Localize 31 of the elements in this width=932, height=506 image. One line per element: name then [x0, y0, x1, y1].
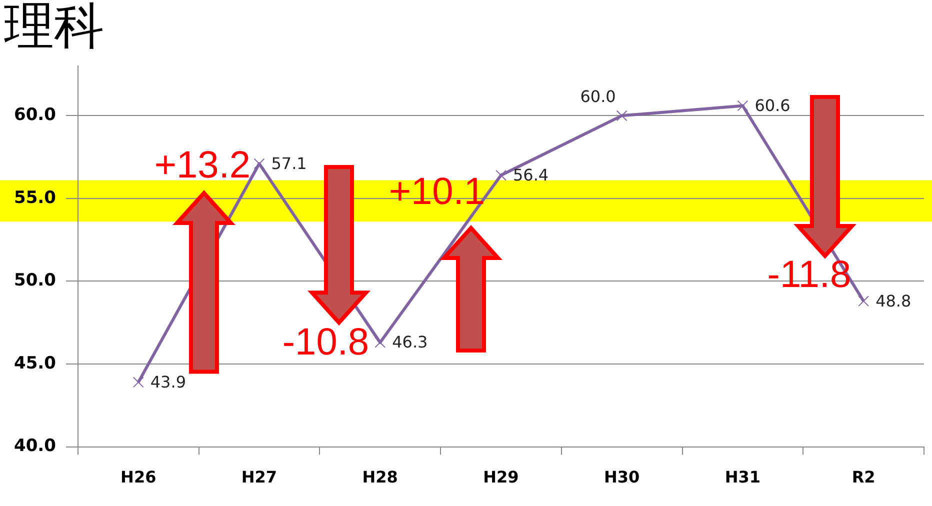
annotation: -11.8	[767, 254, 852, 296]
text: 56.4	[512, 165, 549, 184]
y-tick-label: 40.0	[14, 436, 56, 456]
x-tick-label: H26	[120, 468, 156, 487]
point	[616, 110, 628, 122]
annotation: -10.8	[282, 322, 370, 364]
x-tick-label: R2	[852, 468, 876, 487]
point	[374, 337, 386, 348]
point	[737, 100, 748, 112]
text: 46.3	[392, 332, 428, 352]
point	[254, 158, 265, 170]
x-tick-label: H27	[241, 468, 278, 487]
point	[858, 296, 870, 307]
point	[496, 170, 506, 181]
annotation: +13.2	[154, 144, 251, 186]
x-tick-label: H31	[724, 468, 761, 487]
point	[132, 376, 144, 388]
text: 60.0	[580, 86, 616, 106]
annotation: +10.1	[388, 170, 485, 213]
text: 60.6	[754, 96, 790, 115]
x-tick-label: H28	[362, 468, 398, 487]
y-tick-label: 45.0	[14, 353, 56, 374]
x-tick-label: H29	[483, 468, 519, 487]
text: 48.8	[876, 291, 912, 310]
text: 43.9	[150, 372, 186, 392]
y-tick-label: 50.0	[14, 270, 56, 291]
chart-title: 理科	[4, 0, 104, 55]
y-tick-label: 55.0	[14, 188, 56, 208]
text: 57.1	[271, 154, 307, 173]
x-tick-label: H30	[604, 468, 640, 487]
y-tick-label: 60.0	[14, 105, 56, 126]
